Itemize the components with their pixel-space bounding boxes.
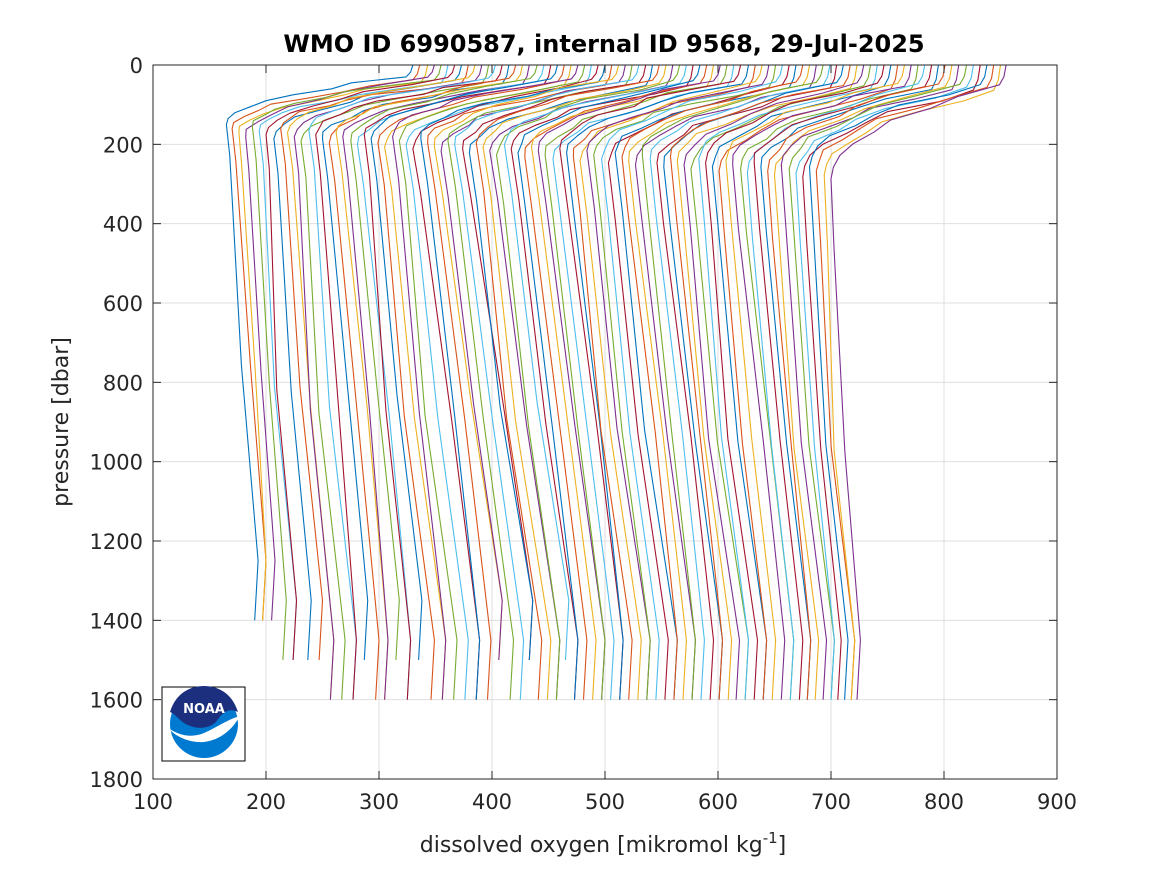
chart-title: WMO ID 6990587, internal ID 9568, 29-Jul… [283, 30, 924, 58]
profile-line-79 [767, 64, 946, 700]
y-tick-label: 400 [103, 213, 143, 237]
profile-line-73 [725, 64, 906, 700]
profile-line-67 [683, 64, 865, 700]
x-tick-label: 200 [246, 790, 286, 814]
profile-line-61 [641, 64, 824, 700]
y-tick-label: 1200 [90, 530, 143, 554]
profile-line-27 [405, 64, 592, 700]
profile-line-55 [601, 64, 783, 700]
x-tick-label: 400 [472, 790, 512, 814]
profile-line-19 [350, 64, 538, 661]
profile-line-72 [718, 64, 899, 700]
profile-line-71 [711, 64, 892, 700]
x-tick-label: 900 [1037, 790, 1077, 814]
profile-line-14 [315, 64, 503, 700]
profile-line-43 [517, 64, 701, 700]
profile-line-36 [468, 64, 654, 661]
y-tick-label: 800 [103, 371, 143, 395]
y-tick-label: 1000 [90, 451, 143, 475]
profile-line-70 [705, 64, 885, 700]
profile-line-53 [586, 64, 770, 700]
profile-line-84 [802, 64, 981, 700]
profile-line-3 [238, 64, 429, 621]
profile-line-85 [808, 64, 988, 700]
profile-line-26 [398, 64, 586, 700]
profile-line-37 [475, 64, 660, 700]
profile-line-80 [773, 64, 953, 700]
profile-line-40 [495, 64, 681, 700]
profile-line-68 [690, 64, 872, 700]
profile-line-81 [780, 64, 960, 700]
profile-line-83 [795, 64, 974, 700]
y-tick-label: 1800 [90, 768, 143, 792]
x-axis-label: dissolved oxygen [mikromol kg-1] [420, 829, 787, 858]
profiles [225, 64, 1007, 700]
profile-line-28 [412, 64, 599, 700]
profile-line-46 [537, 64, 721, 700]
profile-line-5 [251, 64, 442, 661]
profile-line-50 [566, 64, 750, 700]
profile-line-22 [370, 64, 559, 661]
profile-line-88 [830, 64, 1007, 700]
x-tick-label: 700 [811, 790, 851, 814]
x-tick-label: 600 [698, 790, 738, 814]
profile-line-87 [823, 64, 1002, 700]
profile-line-74 [732, 64, 912, 700]
profile-line-52 [579, 64, 763, 700]
noaa-logo: NOAA [161, 686, 246, 762]
y-tick-label: 600 [103, 292, 143, 316]
profile-line-58 [621, 64, 804, 700]
profile-line-1 [225, 64, 414, 621]
x-tick-label: 100 [133, 790, 173, 814]
profile-line-38 [482, 64, 667, 700]
x-tick-label: 500 [585, 790, 625, 814]
profile-line-4 [245, 64, 435, 621]
profile-line-82 [788, 64, 968, 700]
y-tick-label: 200 [103, 133, 143, 157]
profile-line-66 [676, 64, 858, 700]
y-tick-label: 0 [130, 54, 143, 78]
profile-line-10 [286, 64, 476, 700]
y-tick-label: 1600 [90, 689, 143, 713]
profile-line-11 [293, 64, 483, 700]
axis-ticks: 100 200 300 400 500 600 700 800 900 0 200 400 600 800… [90, 54, 1078, 814]
profile-line-41 [503, 64, 687, 661]
profile-line-65 [669, 64, 851, 700]
profile-line-13 [308, 64, 496, 700]
profile-line-16 [328, 64, 517, 700]
y-tick-label: 1400 [90, 609, 143, 633]
profile-line-25 [392, 64, 579, 700]
y-axis-label: pressure [dbar] [49, 337, 74, 507]
profile-line-49 [559, 64, 742, 700]
profile-line-44 [524, 64, 708, 700]
profile-line-23 [377, 64, 565, 700]
x-tick-label: 800 [924, 790, 964, 814]
profile-line-86 [815, 64, 995, 700]
profile-line-34 [454, 64, 640, 700]
svg-text:NOAA: NOAA [183, 702, 225, 717]
x-tick-label: 300 [359, 790, 399, 814]
profile-line-31 [433, 64, 620, 661]
profile-line-7 [265, 64, 456, 661]
